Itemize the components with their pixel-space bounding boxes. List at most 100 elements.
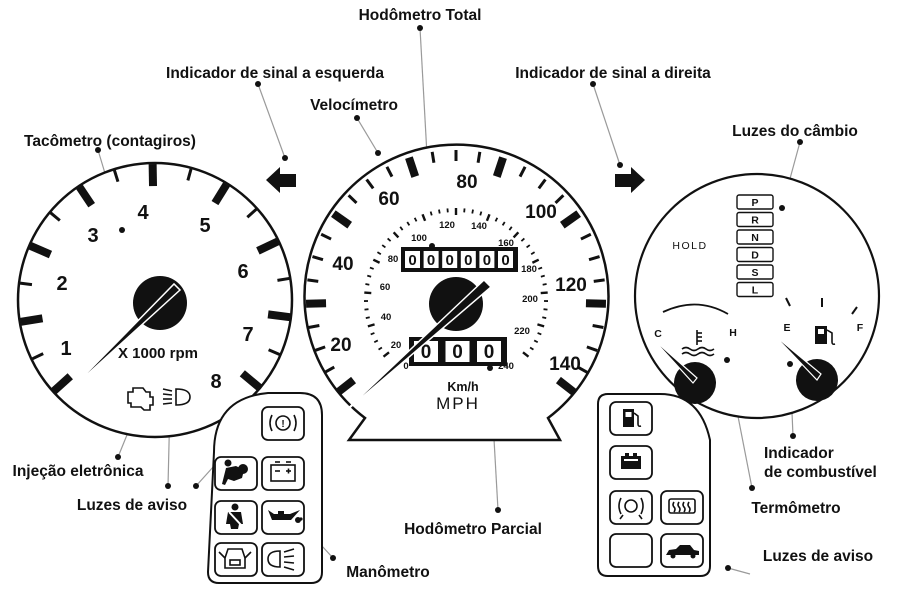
gear-box-d [736,246,774,263]
odometer-digit-cell [479,251,495,268]
kmh-tick [533,339,539,344]
gear-box-n [736,229,774,245]
label-trip-odometer: Hodômetro Parcial [404,521,542,538]
mph-number-80: 80 [456,172,477,193]
door-open-icon [218,548,252,569]
kmh-tick [413,217,418,222]
warning-cell-highbeam [261,542,305,577]
odometer-digit: 0 [427,252,435,269]
fuel-pump-icon [815,326,836,346]
odometer-digit-cell [498,251,513,268]
speed-tick [308,324,320,329]
kmh-tick [529,346,534,351]
kmh-tick [399,226,404,231]
dot-turn-right-a [590,81,596,87]
high-beam-icon [267,548,295,571]
mph-number-20: 20 [330,335,351,356]
dot-fuel-a [790,433,796,439]
dot-warning-right [725,565,731,571]
dot-oil-gauge-b [295,517,301,523]
tachometer-ticks [19,163,291,394]
tach-number-4: 4 [137,202,149,224]
tach-needle [67,282,182,393]
fuel-tick-1 [785,297,791,307]
kmh-tick [367,274,372,278]
brake-warning-mark: ! [281,419,284,430]
speed-tick [580,232,592,241]
speed-tick [385,166,394,178]
leader-dots [95,25,803,571]
temp-arc [662,303,729,315]
tach-number-7: 7 [242,324,253,346]
speed-tick [365,178,375,190]
rear-defrost-icon [668,498,696,514]
dot-trip-odometer-a [495,507,501,513]
kmh-tick [376,251,382,256]
dot-tachometer-a [95,147,101,153]
speed-tick [592,324,604,329]
kmh-number-220: 220 [514,326,530,337]
speed-tick [307,278,319,283]
kmh-tick [542,283,547,286]
tach-tick [267,310,291,322]
tach-tick [186,168,193,181]
turn-left-arrow-icon [266,167,296,193]
kmh-number-180: 180 [521,264,537,275]
kmh-number-60: 60 [380,282,391,293]
dot-thermometer-b [724,357,730,363]
kmh-tick [538,266,543,270]
dot-speedometer-b [375,150,381,156]
kmh-number-120: 120 [439,220,455,231]
trip-digit-cell [445,341,470,362]
speed-tick [518,166,527,178]
label-gear-lights: Luzes do câmbio [732,123,858,140]
odometer-digit-cell [405,251,420,268]
kmh-tick [364,291,372,295]
callout-labels: Hodômetro Total Indicador de sinal a esq… [13,7,877,581]
trip-digit: 0 [421,342,432,363]
dot-trip-odometer-b [487,365,493,371]
speed-tick [430,151,436,164]
gear-letter: L [752,285,759,297]
kmh-number-100: 100 [411,233,427,244]
seatbelt-icon [226,503,243,529]
gear-box-p [736,194,774,210]
temp-needle [651,337,698,384]
tach-tick [51,373,73,394]
dot-fuel-b [787,361,793,367]
dot-injection [115,454,121,460]
kmh-number-200: 200 [522,294,538,305]
dot-oil-gauge-a [330,555,336,561]
fuel-pump-warning-icon [623,409,642,428]
dot-gear-lights-b [779,205,785,211]
label-tachometer: Tacômetro (contagiros) [24,133,196,150]
speed-tick [554,194,565,205]
kmh-tick [471,209,474,214]
tach-tick [239,370,262,391]
tach-tick [112,169,120,183]
tach-number-5: 5 [199,215,210,237]
kmh-tick [378,346,383,351]
temp-hot-label: H [729,327,737,339]
turn-right-arrow-icon [615,167,645,193]
kmh-tick [542,316,547,319]
label-speedometer: Velocímetro [310,97,398,114]
kmh-tick [520,237,525,242]
dot-turn-left-b [282,155,288,161]
gear-letter: R [751,215,759,227]
odometer-digit-cell [423,251,439,268]
label-warning-right: Luzes de aviso [763,548,873,565]
warning-cell-battery [261,456,305,491]
leader-warning-left-b [195,465,215,487]
warning-cell-defrost [660,490,704,525]
tachometer: 1 2 3 4 5 6 7 8 X 1000 rpm [16,161,294,439]
kmh-tick [522,351,530,358]
speed-tick [577,365,589,374]
odometer-digit-cell [460,251,476,268]
dot-turn-right-b [617,162,623,168]
speedometer-needle [339,278,493,417]
kmh-number-80: 80 [388,254,399,265]
warning-cell-abs [609,490,653,525]
